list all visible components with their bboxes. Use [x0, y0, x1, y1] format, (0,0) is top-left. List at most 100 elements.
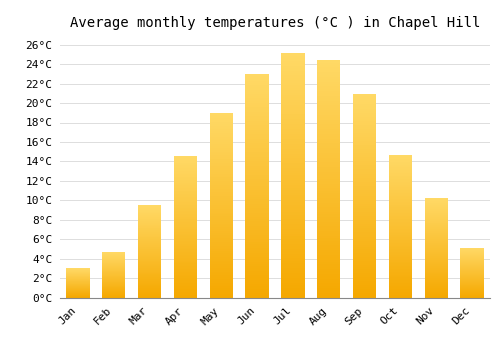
Bar — [210, 294, 233, 296]
Bar — [210, 137, 233, 139]
Bar — [282, 215, 304, 217]
Bar — [353, 239, 376, 240]
Bar — [389, 177, 412, 179]
Bar — [174, 155, 197, 157]
Bar — [353, 111, 376, 113]
Bar — [138, 237, 161, 238]
Bar — [246, 280, 268, 282]
Bar — [317, 271, 340, 274]
Bar — [210, 248, 233, 250]
Bar — [174, 244, 197, 245]
Bar — [317, 143, 340, 146]
Bar — [246, 98, 268, 101]
Bar — [174, 217, 197, 218]
Bar — [210, 115, 233, 117]
Bar — [317, 134, 340, 136]
Bar — [246, 206, 268, 208]
Bar — [282, 92, 304, 95]
Bar — [174, 241, 197, 242]
Bar — [389, 234, 412, 236]
Bar — [389, 237, 412, 239]
Bar — [174, 195, 197, 197]
Bar — [210, 288, 233, 290]
Bar — [424, 261, 448, 262]
Bar — [138, 231, 161, 232]
Bar — [246, 139, 268, 141]
Bar — [138, 219, 161, 220]
Bar — [389, 209, 412, 210]
Bar — [424, 284, 448, 285]
Bar — [317, 141, 340, 143]
Bar — [389, 167, 412, 169]
Bar — [282, 266, 304, 268]
Bar — [317, 65, 340, 68]
Bar — [424, 253, 448, 254]
Bar — [246, 85, 268, 87]
Bar — [424, 281, 448, 282]
Bar — [353, 103, 376, 104]
Bar — [424, 247, 448, 248]
Bar — [282, 229, 304, 232]
Bar — [424, 256, 448, 257]
Bar — [138, 263, 161, 264]
Bar — [424, 288, 448, 289]
Bar — [246, 127, 268, 130]
Bar — [210, 246, 233, 248]
Bar — [210, 148, 233, 150]
Bar — [317, 115, 340, 117]
Bar — [317, 193, 340, 196]
Bar — [460, 275, 483, 276]
Bar — [317, 124, 340, 127]
Bar — [424, 229, 448, 230]
Bar — [389, 256, 412, 258]
Bar — [424, 214, 448, 215]
Bar — [246, 190, 268, 192]
Bar — [174, 278, 197, 279]
Bar — [282, 149, 304, 151]
Bar — [210, 187, 233, 189]
Bar — [210, 262, 233, 264]
Bar — [282, 190, 304, 192]
Bar — [317, 103, 340, 105]
Bar — [282, 288, 304, 290]
Bar — [246, 212, 268, 215]
Bar — [246, 157, 268, 159]
Bar — [246, 83, 268, 85]
Bar — [174, 289, 197, 290]
Bar — [353, 206, 376, 208]
Bar — [282, 217, 304, 219]
Bar — [317, 96, 340, 98]
Bar — [102, 253, 126, 254]
Bar — [174, 161, 197, 163]
Bar — [353, 166, 376, 167]
Bar — [102, 271, 126, 272]
Bar — [460, 270, 483, 271]
Bar — [210, 290, 233, 292]
Bar — [174, 205, 197, 206]
Bar — [102, 267, 126, 268]
Bar — [138, 217, 161, 218]
Bar — [246, 219, 268, 222]
Bar — [102, 284, 126, 285]
Bar — [138, 253, 161, 254]
Bar — [210, 139, 233, 140]
Bar — [389, 240, 412, 242]
Bar — [246, 94, 268, 96]
Bar — [102, 285, 126, 286]
Bar — [210, 133, 233, 135]
Bar — [174, 190, 197, 191]
Bar — [210, 163, 233, 164]
Bar — [389, 296, 412, 297]
Bar — [246, 230, 268, 233]
Bar — [246, 246, 268, 248]
Bar — [282, 73, 304, 76]
Bar — [353, 194, 376, 196]
Bar — [246, 119, 268, 121]
Bar — [317, 148, 340, 150]
Bar — [282, 85, 304, 88]
Bar — [389, 243, 412, 245]
Bar — [138, 294, 161, 295]
Bar — [389, 273, 412, 275]
Bar — [246, 163, 268, 166]
Bar — [282, 263, 304, 266]
